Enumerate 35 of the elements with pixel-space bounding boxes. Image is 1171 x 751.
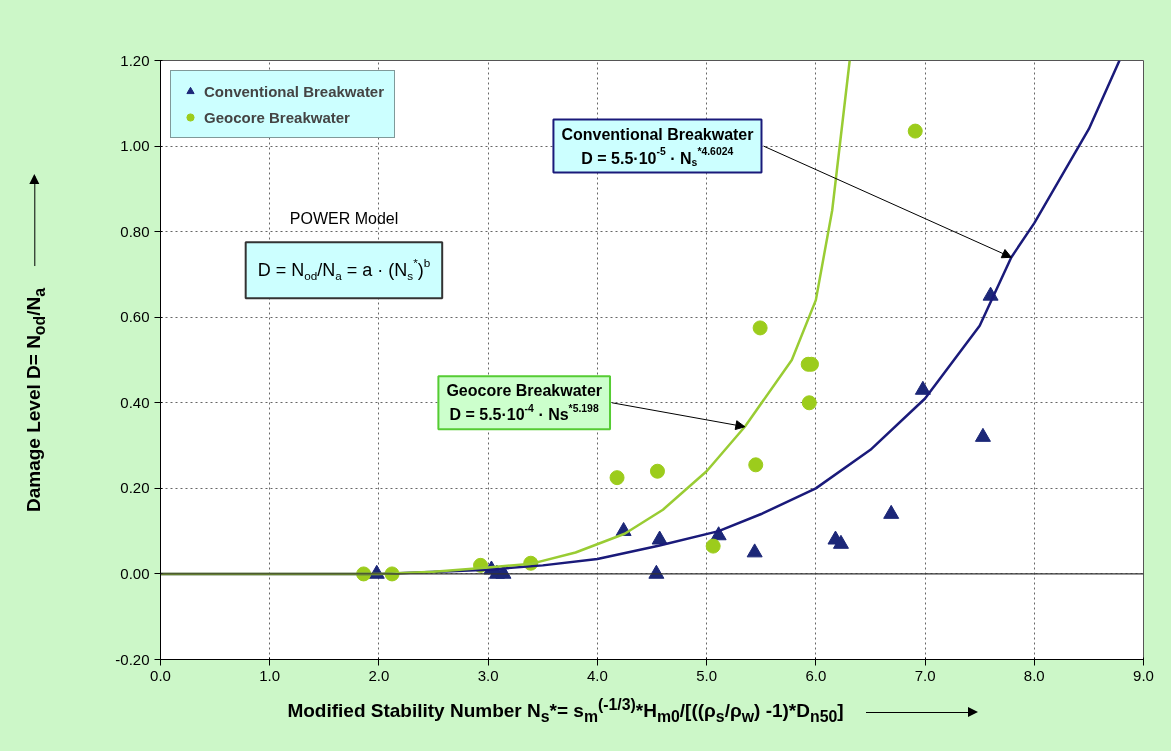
text: Modified Stability Number N$_{s}$*= s$_{m}$$^{(-1/3)}$*H$_{m0}$/[((ρ$_{s}$/ρ$_{w}$) -1)*D$_{n50}$] <box>287 696 844 726</box>
x-tick-label: 9.0 <box>1133 666 1154 684</box>
x-tick-label: 3.0 <box>477 666 499 684</box>
y-tick-label: -0.20 <box>115 650 150 668</box>
point <box>832 534 849 549</box>
point <box>752 320 768 336</box>
x-tick-label: 5.0 <box>696 666 718 684</box>
legend-label: Geocore Breakwater <box>204 108 350 126</box>
x-tick-label: 4.0 <box>586 666 608 684</box>
x-tick-label: 2.0 <box>368 666 390 684</box>
y-tick-label: 1.00 <box>120 137 150 155</box>
point <box>609 470 625 486</box>
y-tick-label: 0.20 <box>120 479 150 497</box>
y-tick-label: 1.20 <box>120 51 150 69</box>
x-tick-label: 0.0 <box>150 666 171 684</box>
point <box>705 538 721 554</box>
point <box>748 457 764 473</box>
point <box>649 463 665 479</box>
x-tick-label: 7.0 <box>914 666 936 684</box>
point <box>801 395 817 411</box>
x-tick-label: 8.0 <box>1023 666 1045 684</box>
y-tick-label: 0.00 <box>120 564 150 582</box>
point <box>907 123 923 139</box>
point <box>651 530 668 545</box>
y-tick-label: 0.40 <box>120 393 150 411</box>
legend-label: Conventional Breakwater <box>204 82 385 100</box>
y-tick-label: 0.60 <box>120 308 150 326</box>
annotation: POWER Model <box>289 210 399 228</box>
point <box>746 543 763 558</box>
x-tick-label: 1.0 <box>259 666 281 684</box>
point <box>883 504 900 519</box>
point <box>974 427 991 442</box>
y-tick-label: 0.80 <box>120 222 150 240</box>
point <box>914 380 931 395</box>
x-tick-label: 6.0 <box>805 666 827 684</box>
